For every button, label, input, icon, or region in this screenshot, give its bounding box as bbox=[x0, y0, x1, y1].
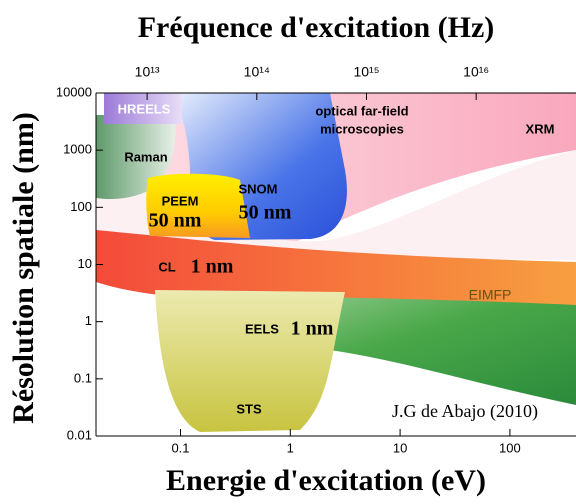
y-tick-label: 10000 bbox=[56, 84, 92, 99]
annotation: optical far-field bbox=[315, 103, 408, 118]
y-tick-label: 100 bbox=[70, 199, 92, 214]
x2-tick-label: 10¹⁴ bbox=[244, 64, 270, 80]
region-hreels bbox=[104, 93, 182, 124]
y-tick-label: 0.1 bbox=[74, 370, 92, 385]
x2-tick-label: 10¹⁵ bbox=[353, 64, 379, 80]
annotation: J.G de Abajo (2010) bbox=[392, 401, 538, 422]
annotation: 50 nm bbox=[149, 210, 202, 232]
regions bbox=[96, 93, 576, 432]
region-sts bbox=[155, 290, 345, 432]
y-tick-label: 10 bbox=[78, 256, 92, 271]
annotation: HREELS bbox=[118, 101, 171, 116]
region-eimfp bbox=[96, 230, 576, 305]
annotation: SNOM bbox=[239, 181, 278, 196]
x-tick-label: 10 bbox=[393, 440, 407, 455]
annotation: Raman bbox=[124, 149, 167, 164]
annotation: 50 nm bbox=[239, 202, 292, 224]
annotation: STS bbox=[236, 401, 262, 416]
x-axis-label: Energie d'excitation (eV) bbox=[166, 464, 486, 497]
x-tick-label: 1 bbox=[287, 440, 294, 455]
x-tick-label: 0.1 bbox=[171, 440, 189, 455]
annotation: XRM bbox=[526, 121, 555, 136]
chart-title: Fréquence d'excitation (Hz) bbox=[138, 11, 495, 44]
y-axis-label: Résolution spatiale (nm) bbox=[7, 112, 40, 424]
x2-tick-label: 10¹³ bbox=[135, 64, 160, 80]
annotation: EIMFP bbox=[469, 287, 512, 303]
x-tick-label: 100 bbox=[499, 440, 521, 455]
region-peem bbox=[146, 173, 250, 238]
annotation: microscopies bbox=[320, 121, 404, 136]
annotation: EELS bbox=[245, 321, 279, 336]
annotation: 1 nm bbox=[291, 318, 334, 340]
y-tick-label: 1 bbox=[85, 313, 92, 328]
annotation: CL bbox=[158, 259, 175, 274]
x2-tick-label: 10¹⁶ bbox=[463, 64, 489, 80]
annotation: 1 nm bbox=[191, 256, 234, 278]
y-tick-label: 0.01 bbox=[67, 427, 92, 442]
annotation: PEEM bbox=[162, 193, 199, 208]
y-tick-label: 1000 bbox=[63, 142, 92, 157]
